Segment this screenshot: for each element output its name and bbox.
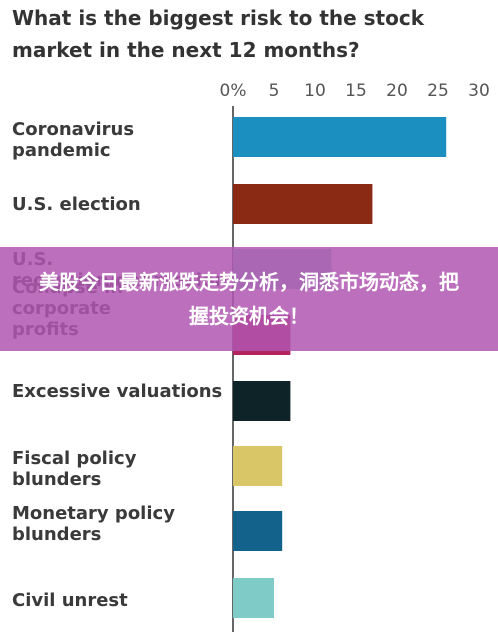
x-tick-label: 25 [427,81,449,101]
bar [233,381,291,421]
chart-title: What is the biggest risk to the stock ma… [12,6,425,62]
bar [233,117,447,157]
bar [233,511,283,551]
category-label: Civil unrest [12,590,128,611]
category-label: Excessive valuations [12,381,223,402]
x-tick-label: 0% [220,81,247,101]
category-label: Coronavirus pandemic [12,119,135,161]
banner: 美股今日最新涨跌走势分析，洞悉市场动态，把握投资机会！ [0,247,498,351]
category-label: U.S. election [12,194,141,215]
x-tick-label: 5 [269,81,280,101]
category-label: Fiscal policy blunders [12,448,137,490]
x-tick-label: 15 [345,81,367,101]
bar [233,446,283,486]
bar [233,184,373,224]
x-tick-label: 30 [468,81,490,101]
x-tick-label: 20 [386,81,408,101]
x-tick-label: 10 [304,81,326,101]
bar [233,578,274,618]
category-label: Monetary policy blunders [12,503,175,545]
